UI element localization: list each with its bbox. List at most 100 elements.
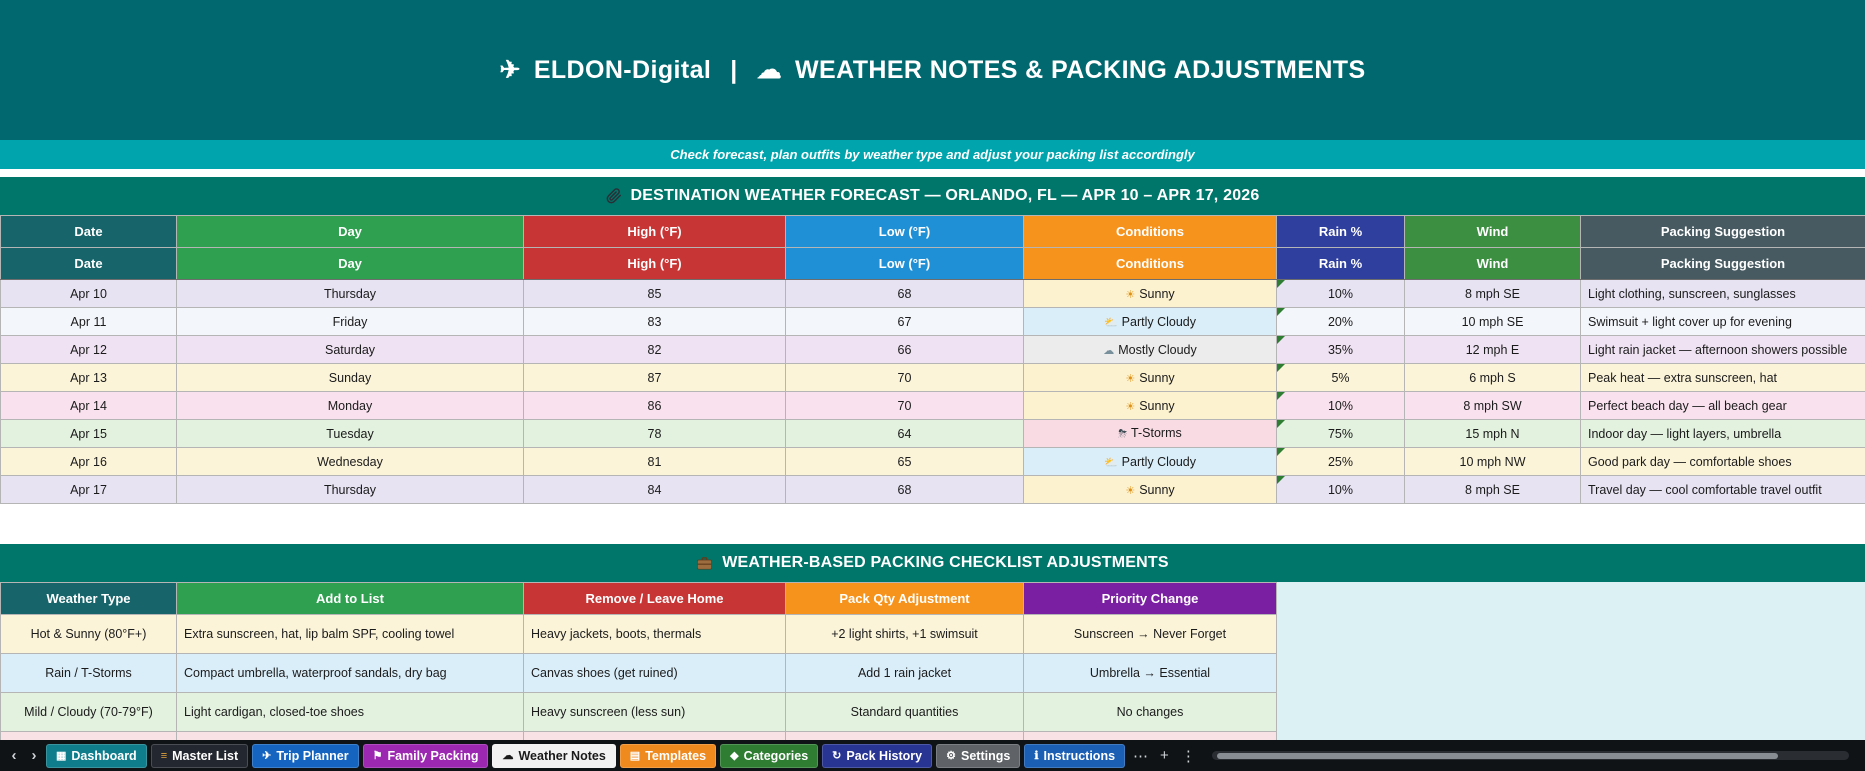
- cell-packing-suggestion[interactable]: Travel day — cool comfortable travel out…: [1580, 475, 1865, 504]
- cell-low-temp[interactable]: 65: [785, 447, 1024, 476]
- sheet-tab[interactable]: ✈ Trip Planner: [252, 743, 359, 768]
- forecast-column-header[interactable]: Day: [176, 247, 524, 280]
- forecast-column-header[interactable]: Packing Suggestion: [1580, 247, 1865, 280]
- cell-wind[interactable]: 10 mph SE: [1404, 307, 1581, 336]
- cell-day[interactable]: Wednesday: [176, 447, 524, 476]
- cell-date[interactable]: Apr 15: [0, 419, 177, 448]
- cell-low-temp[interactable]: 64: [785, 419, 1024, 448]
- forecast-column-header[interactable]: Rain %: [1276, 247, 1405, 280]
- sheet-tab[interactable]: ℹ Instructions: [1024, 743, 1126, 768]
- adjustments-column-header[interactable]: Add to List: [176, 582, 524, 615]
- horizontal-scrollbar[interactable]: [1211, 751, 1849, 760]
- cell-add-to-list[interactable]: Compact umbrella, waterproof sandals, dr…: [176, 653, 524, 693]
- forecast-column-header[interactable]: Rain %: [1276, 215, 1405, 248]
- tab-scroll-right-button[interactable]: ›: [31, 747, 37, 764]
- cell-day[interactable]: Sunday: [176, 363, 524, 392]
- cell-rain-percent[interactable]: 10%: [1276, 391, 1405, 420]
- cell-low-temp[interactable]: 70: [785, 363, 1024, 392]
- cell-add-to-list[interactable]: Extra sunscreen, hat, lip balm SPF, cool…: [176, 614, 524, 654]
- sheet-tab[interactable]: ▦ Dashboard: [46, 743, 147, 768]
- cell-rain-percent[interactable]: 75%: [1276, 419, 1405, 448]
- cell-remove-leave-home[interactable]: Heavy jackets, boots, thermals: [523, 614, 786, 654]
- forecast-column-header[interactable]: Date: [0, 247, 177, 280]
- adjustments-column-header[interactable]: Priority Change: [1023, 582, 1277, 615]
- scrollbar-thumb[interactable]: [1216, 752, 1778, 759]
- forecast-column-header[interactable]: Packing Suggestion: [1580, 215, 1865, 248]
- forecast-column-header[interactable]: Conditions: [1023, 215, 1277, 248]
- tab-overflow-button[interactable]: ⋯: [1133, 747, 1149, 765]
- cell-packing-suggestion[interactable]: Indoor day — light layers, umbrella: [1580, 419, 1865, 448]
- cell-high-temp[interactable]: 85: [523, 279, 786, 308]
- cell-conditions[interactable]: ☁ Mostly Cloudy: [1023, 335, 1277, 364]
- cell-date[interactable]: Apr 11: [0, 307, 177, 336]
- cell-priority-change[interactable]: Umbrella → Essential: [1023, 653, 1277, 693]
- cell-rain-percent[interactable]: 20%: [1276, 307, 1405, 336]
- sheet-tab[interactable]: ↻ Pack History: [822, 743, 933, 768]
- cell-high-temp[interactable]: 82: [523, 335, 786, 364]
- cell-date[interactable]: Apr 13: [0, 363, 177, 392]
- cell-packing-suggestion[interactable]: Peak heat — extra sunscreen, hat: [1580, 363, 1865, 392]
- forecast-column-header[interactable]: Conditions: [1023, 247, 1277, 280]
- cell-rain-percent[interactable]: 5%: [1276, 363, 1405, 392]
- cell-pack-qty-adjustment[interactable]: Standard quantities: [785, 692, 1024, 732]
- sheet-tab[interactable]: ◆ Categories: [720, 743, 819, 768]
- cell-pack-qty-adjustment[interactable]: Add 1 rain jacket: [785, 653, 1024, 693]
- cell-high-temp[interactable]: 83: [523, 307, 786, 336]
- cell-weather-type[interactable]: Rain / T-Storms: [0, 653, 177, 693]
- cell-rain-percent[interactable]: 10%: [1276, 475, 1405, 504]
- cell-conditions[interactable]: ☀ Sunny: [1023, 363, 1277, 392]
- cell-rain-percent[interactable]: 10%: [1276, 279, 1405, 308]
- cell-high-temp[interactable]: 86: [523, 391, 786, 420]
- forecast-column-header[interactable]: Wind: [1404, 215, 1581, 248]
- cell-day[interactable]: Thursday: [176, 279, 524, 308]
- cell-add-to-list[interactable]: Light cardigan, closed-toe shoes: [176, 692, 524, 732]
- cell-high-temp[interactable]: 87: [523, 363, 786, 392]
- cell-high-temp[interactable]: 78: [523, 419, 786, 448]
- tab-scroll-left-button[interactable]: ‹: [11, 747, 17, 764]
- cell-day[interactable]: Saturday: [176, 335, 524, 364]
- cell-packing-suggestion[interactable]: Perfect beach day — all beach gear: [1580, 391, 1865, 420]
- forecast-column-header[interactable]: Wind: [1404, 247, 1581, 280]
- forecast-column-header[interactable]: High (°F): [523, 215, 786, 248]
- cell-wind[interactable]: 15 mph N: [1404, 419, 1581, 448]
- cell-wind[interactable]: 8 mph SW: [1404, 391, 1581, 420]
- forecast-column-header[interactable]: High (°F): [523, 247, 786, 280]
- cell-date[interactable]: Apr 16: [0, 447, 177, 476]
- sheet-tab[interactable]: ⚑ Family Packing: [362, 743, 489, 768]
- cell-wind[interactable]: 8 mph SE: [1404, 279, 1581, 308]
- sheet-tab[interactable]: ▤ Templates: [619, 743, 717, 768]
- cell-wind[interactable]: 8 mph SE: [1404, 475, 1581, 504]
- cell-remove-leave-home[interactable]: Heavy sunscreen (less sun): [523, 692, 786, 732]
- cell-conditions[interactable]: ⛅ Partly Cloudy: [1023, 307, 1277, 336]
- cell-rain-percent[interactable]: 25%: [1276, 447, 1405, 476]
- cell-wind[interactable]: 6 mph S: [1404, 363, 1581, 392]
- cell-priority-change[interactable]: Sunscreen → Never Forget: [1023, 614, 1277, 654]
- forecast-column-header[interactable]: Low (°F): [785, 247, 1024, 280]
- cell-high-temp[interactable]: 84: [523, 475, 786, 504]
- cell-low-temp[interactable]: 68: [785, 279, 1024, 308]
- empty-sheet-area[interactable]: [1277, 582, 1865, 771]
- cell-low-temp[interactable]: 67: [785, 307, 1024, 336]
- cell-day[interactable]: Friday: [176, 307, 524, 336]
- cell-packing-suggestion[interactable]: Light clothing, sunscreen, sunglasses: [1580, 279, 1865, 308]
- cell-packing-suggestion[interactable]: Good park day — comfortable shoes: [1580, 447, 1865, 476]
- adjustments-column-header[interactable]: Weather Type: [0, 582, 177, 615]
- cell-packing-suggestion[interactable]: Swimsuit + light cover up for evening: [1580, 307, 1865, 336]
- sheet-tab[interactable]: ☁ Weather Notes: [492, 743, 616, 768]
- cell-wind[interactable]: 12 mph E: [1404, 335, 1581, 364]
- cell-day[interactable]: Thursday: [176, 475, 524, 504]
- cell-pack-qty-adjustment[interactable]: +2 light shirts, +1 swimsuit: [785, 614, 1024, 654]
- adjustments-column-header[interactable]: Remove / Leave Home: [523, 582, 786, 615]
- cell-day[interactable]: Monday: [176, 391, 524, 420]
- cell-low-temp[interactable]: 70: [785, 391, 1024, 420]
- adjustments-column-header[interactable]: Pack Qty Adjustment: [785, 582, 1024, 615]
- cell-packing-suggestion[interactable]: Light rain jacket — afternoon showers po…: [1580, 335, 1865, 364]
- sheet-tab[interactable]: ≡ Master List: [150, 743, 249, 768]
- cell-weather-type[interactable]: Mild / Cloudy (70-79°F): [0, 692, 177, 732]
- cell-day[interactable]: Tuesday: [176, 419, 524, 448]
- cell-low-temp[interactable]: 68: [785, 475, 1024, 504]
- cell-remove-leave-home[interactable]: Canvas shoes (get ruined): [523, 653, 786, 693]
- cell-conditions[interactable]: ☀ Sunny: [1023, 475, 1277, 504]
- cell-conditions[interactable]: ☀ Sunny: [1023, 391, 1277, 420]
- cell-high-temp[interactable]: 81: [523, 447, 786, 476]
